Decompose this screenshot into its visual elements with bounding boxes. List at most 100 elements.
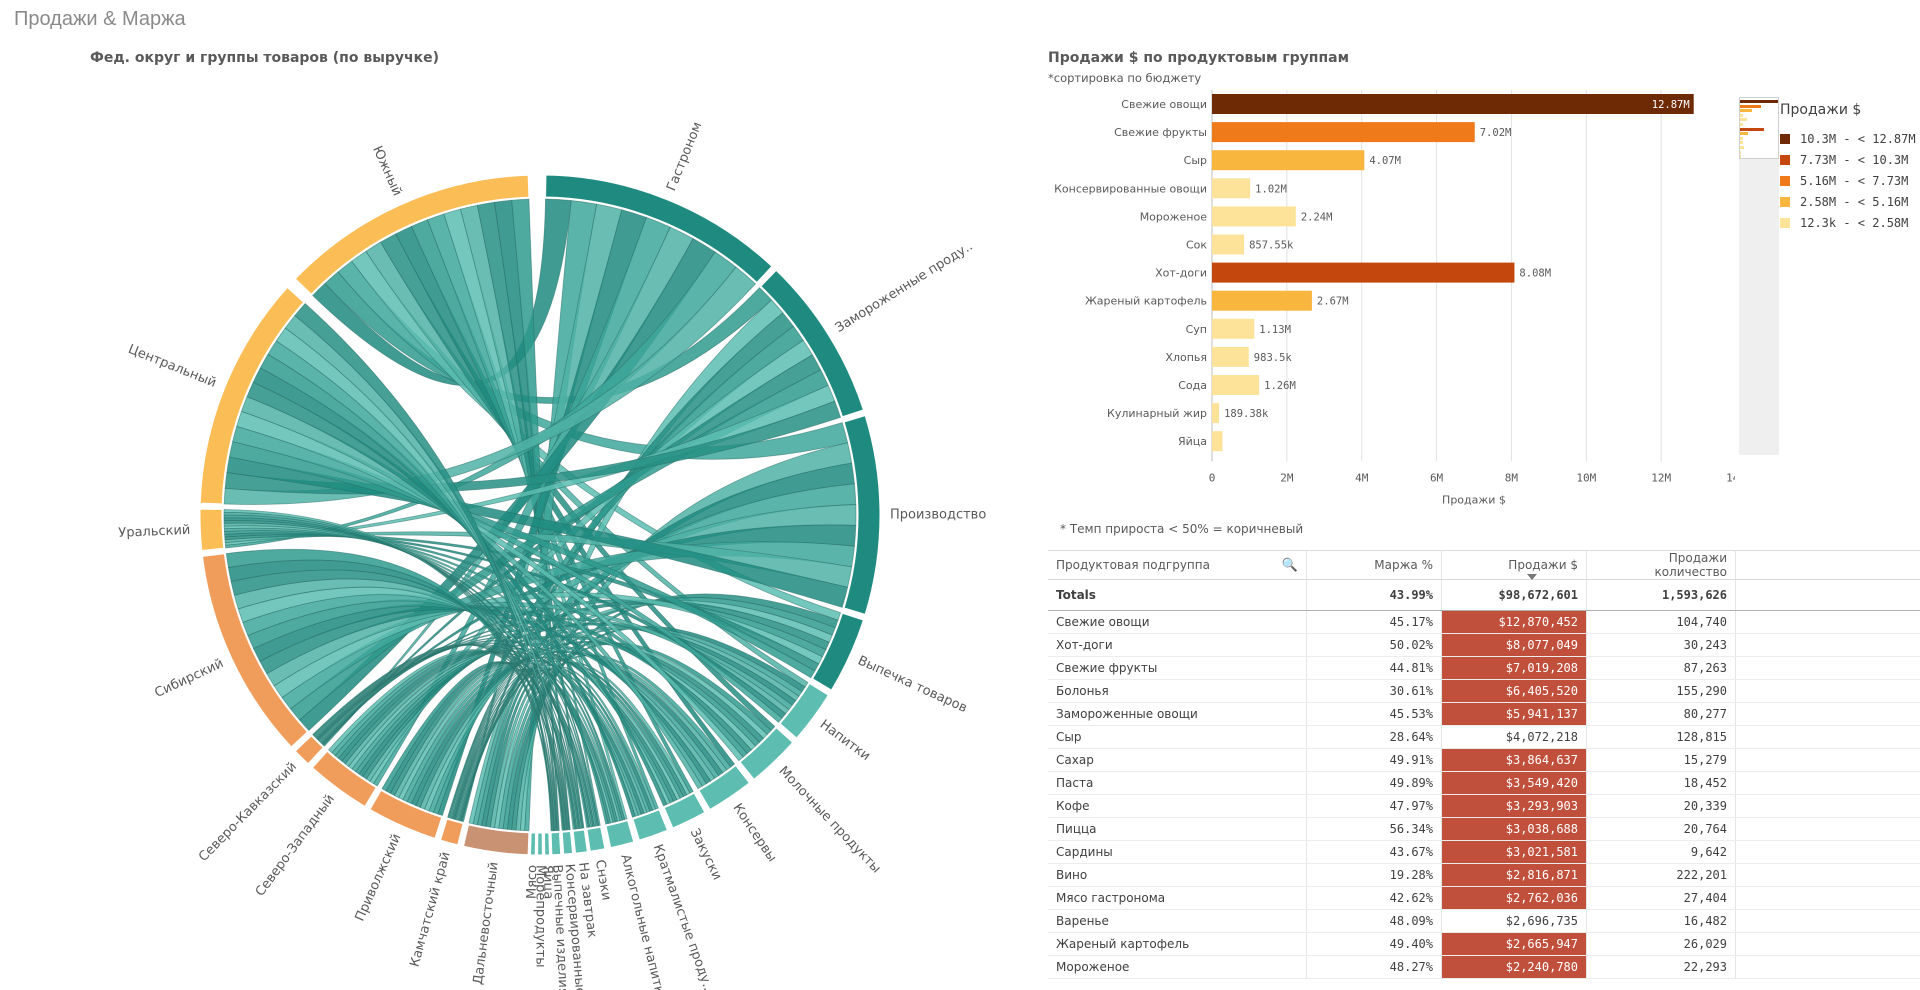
row-subgroup[interactable]: Вино xyxy=(1048,863,1307,887)
bar xyxy=(1212,262,1515,283)
chord-arc xyxy=(811,612,864,691)
legend-label: 2.58M - < 5.16M xyxy=(1800,194,1909,209)
legend-item[interactable]: 12.3k - < 2.58M xyxy=(1780,212,1916,233)
table-row[interactable]: Вино 19.28% $2,816,871 222,201 xyxy=(1048,863,1920,887)
bar xyxy=(1212,94,1694,114)
minimap-bar xyxy=(1740,109,1752,113)
x-tick-label: 4M xyxy=(1355,471,1369,484)
row-subgroup[interactable]: Мороженое xyxy=(1048,955,1307,979)
row-subgroup[interactable]: Варенье xyxy=(1048,909,1307,933)
table-row[interactable]: Сыр 28.64% $4,072,218 128,815 xyxy=(1048,725,1920,749)
minimap-viewport[interactable] xyxy=(1739,97,1779,159)
table-row[interactable]: Паста 49.89% $3,549,420 18,452 xyxy=(1048,771,1920,795)
legend-swatch xyxy=(1780,217,1790,228)
y-tick-label: Хлопья xyxy=(1165,351,1207,364)
row-subgroup[interactable]: Паста xyxy=(1048,771,1307,795)
table-row[interactable]: Варенье 48.09% $2,696,735 16,482 xyxy=(1048,909,1920,933)
search-icon[interactable]: 🔍 xyxy=(1281,557,1298,573)
minimap-bar xyxy=(1740,150,1741,154)
legend-item[interactable]: 7.73M - < 10.3M xyxy=(1780,149,1916,170)
table-row[interactable]: Хот-доги 50.02% $8,077,049 30,243 xyxy=(1048,633,1920,657)
legend-swatch xyxy=(1780,154,1790,165)
table-row[interactable]: Сахар 49.91% $3,864,637 15,279 xyxy=(1048,748,1920,772)
col-header-sales[interactable]: Продажи $ xyxy=(1441,550,1587,580)
legend-label: 10.3M - < 12.87M xyxy=(1800,131,1916,146)
y-tick-label: Сода xyxy=(1178,379,1207,392)
x-tick-label: 10M xyxy=(1576,471,1596,484)
row-subgroup[interactable]: Сардины xyxy=(1048,840,1307,864)
chord-label: Замороженные проду.. xyxy=(833,239,976,336)
row-subgroup[interactable]: Мясо гастронома xyxy=(1048,886,1307,910)
chord-arc xyxy=(543,832,551,856)
row-subgroup[interactable]: Кофе xyxy=(1048,794,1307,818)
chord-arc xyxy=(760,269,864,418)
row-subgroup[interactable]: Болонья xyxy=(1048,679,1307,703)
chord-arc xyxy=(199,508,225,552)
bar-chart-subtitle: *сортировка по бюджету xyxy=(1048,71,1202,85)
chord-ribbon xyxy=(489,666,657,829)
chord-ribbon xyxy=(312,644,556,832)
chord-arc xyxy=(586,826,606,852)
legend-item[interactable]: 5.16M - < 7.73M xyxy=(1780,170,1916,191)
row-sales: $3,864,637 xyxy=(1441,748,1587,772)
chord-ribbon xyxy=(344,650,648,814)
col-header-qty[interactable]: Продажи количество xyxy=(1586,550,1736,580)
bar xyxy=(1212,178,1251,199)
row-subgroup[interactable]: Свежие фрукты xyxy=(1048,656,1307,680)
bar-chart-scroll-minimap[interactable] xyxy=(1739,97,1779,455)
bar-value-label: 1.26M xyxy=(1264,380,1296,392)
bar-chart[interactable]: 0 2M 4M 6M 8M 10M 12M 14M Продажи $ Свежие овощи 1… xyxy=(1045,88,1735,518)
minimap-bar xyxy=(1740,146,1744,149)
bar xyxy=(1212,122,1475,143)
row-subgroup[interactable]: Хот-доги xyxy=(1048,633,1307,657)
table-note: * Темп прироста < 50% = коричневый xyxy=(1060,522,1304,536)
table-row[interactable]: Пицца 56.34% $3,038,688 20,764 xyxy=(1048,817,1920,841)
legend-item[interactable]: 2.58M - < 5.16M xyxy=(1780,191,1916,212)
totals-label: Totals xyxy=(1048,579,1307,611)
row-sales: $2,762,036 xyxy=(1441,886,1587,910)
table-row[interactable]: Замороженные овощи 45.53% $5,941,137 80,… xyxy=(1048,702,1920,726)
chord-arc xyxy=(572,829,588,854)
chord-ribbon xyxy=(381,661,557,832)
col-header-margin[interactable]: Маржа % xyxy=(1306,550,1442,580)
table-row[interactable]: Свежие овощи 45.17% $12,870,452 104,740 xyxy=(1048,610,1920,634)
row-subgroup[interactable]: Сахар xyxy=(1048,748,1307,772)
row-subgroup[interactable]: Сыр xyxy=(1048,725,1307,749)
legend-label: 5.16M - < 7.73M xyxy=(1800,173,1909,188)
chord-ribbon xyxy=(447,669,558,831)
table-row[interactable]: Свежие фрукты 44.81% $7,019,208 87,263 xyxy=(1048,656,1920,680)
bar xyxy=(1212,403,1220,424)
chord-arc xyxy=(462,824,530,856)
row-sales: $2,816,871 xyxy=(1441,863,1587,887)
row-margin: 30.61% xyxy=(1306,679,1442,703)
chord-ribbon xyxy=(225,549,555,832)
table-row[interactable]: Жареный картофель 49.40% $2,665,947 26,0… xyxy=(1048,932,1920,956)
row-subgroup[interactable]: Пицца xyxy=(1048,817,1307,841)
chord-arc xyxy=(311,750,377,808)
row-margin: 48.27% xyxy=(1306,955,1442,979)
table-row[interactable]: Кофе 47.97% $3,293,903 20,339 xyxy=(1048,794,1920,818)
row-sales: $8,077,049 xyxy=(1441,633,1587,657)
row-subgroup[interactable]: Жареный картофель xyxy=(1048,932,1307,956)
chord-arc xyxy=(550,831,562,856)
chord-diagram[interactable]: Южный Гастроном Замороженные проду.. Произв… xyxy=(0,60,1040,990)
chord-arc xyxy=(663,792,706,829)
minimap-bar xyxy=(1740,132,1748,136)
table-row[interactable]: Мясо гастронома 42.62% $2,762,036 27,404 xyxy=(1048,886,1920,910)
row-qty: 27,404 xyxy=(1586,886,1736,910)
table-row[interactable]: Сардины 43.67% $3,021,581 9,642 xyxy=(1048,840,1920,864)
bar-value-label: 2.67M xyxy=(1317,296,1349,308)
minimap-bar xyxy=(1740,136,1744,140)
row-margin: 49.89% xyxy=(1306,771,1442,795)
table-row[interactable]: Болонья 30.61% $6,405,520 155,290 xyxy=(1048,679,1920,703)
bar-value-label: 1.13M xyxy=(1259,324,1291,336)
totals-margin: 43.99% xyxy=(1306,579,1442,611)
row-subgroup[interactable]: Свежие овощи xyxy=(1048,610,1307,634)
chord-label: Закуски xyxy=(687,826,725,882)
col-header-subgroup[interactable]: Продуктовая подгруппа 🔍 xyxy=(1048,550,1307,580)
legend-item[interactable]: 10.3M - < 12.87M xyxy=(1780,128,1916,149)
table-row[interactable]: Мороженое 48.27% $2,240,780 22,293 xyxy=(1048,955,1920,979)
row-subgroup[interactable]: Замороженные овощи xyxy=(1048,702,1307,726)
row-margin: 56.34% xyxy=(1306,817,1442,841)
minimap-bar xyxy=(1740,123,1743,126)
